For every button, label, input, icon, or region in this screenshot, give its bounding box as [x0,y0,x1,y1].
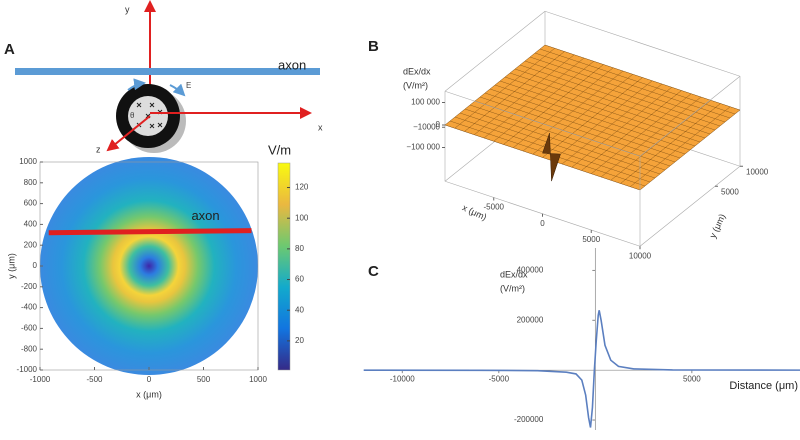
angle-label: θ [130,111,135,120]
box-edge [639,166,741,247]
heatmap-disk [40,157,258,375]
data-line [363,310,800,428]
y-axis-label: y (μm) [707,212,727,240]
y-tick-label: 1000 [19,157,37,166]
z-tick-label: 100 000 [411,98,440,107]
x-tick-label: 0 [147,375,152,384]
colorbar-tick-label: 40 [295,305,304,314]
y-tick-label: 200 [24,240,38,249]
surface-grid [499,80,696,147]
surface-grid [600,96,702,178]
y-tick-label: -200000 [514,415,544,424]
y-tick-label: -800 [21,344,38,353]
surface-grid [630,106,731,187]
surface-grid [504,76,701,143]
axon-line [48,228,252,236]
panel-label: C [368,263,379,280]
surface-grid [524,60,721,127]
x-tick-label: 5000 [683,374,701,383]
annotation: axon [191,208,219,223]
y-tick-label: 400 [24,220,38,229]
z-tick-label: −10000 [413,122,440,131]
x-tick-label: -10000 [390,374,415,383]
surface-grid [552,80,653,161]
y-tick-label: 0 [33,261,38,270]
axis-label: z [96,144,101,154]
x-axis-label: x (μm) [136,389,162,399]
surface-grid [610,100,711,181]
surface-grid [539,48,736,115]
surface-grid [571,87,672,168]
colorbar-label: V/m [268,142,291,157]
y-tick-label: -200 [21,282,38,291]
box-edge [444,11,546,92]
x-tick-label: -5000 [484,203,505,212]
y-axis-label: dEx/dx [500,269,528,279]
y-axis-label: (V/m²) [500,283,525,293]
panel-label: A [4,41,15,58]
z-axis-label: dEx/dx [403,66,431,76]
x-tick-label: 500 [197,375,211,384]
y-tick-label: 200000 [517,315,544,324]
x-tick-label: 0 [540,219,545,228]
surface-grid [581,90,682,171]
box-edge [544,10,741,77]
surface-grid [561,83,663,165]
x-tick-label: 1000 [249,375,267,384]
y-axis-label: y (μm) [6,253,16,279]
z-axis-label: (V/m²) [403,80,428,90]
surface-grid [591,93,692,174]
surface-grid [514,68,711,135]
y-tick-label: 400000 [517,266,544,275]
colorbar-tick-label: 60 [295,275,304,284]
surface-grid [509,72,706,139]
box-edge [639,76,741,157]
colorbar-tick-label: 80 [295,244,304,253]
x-tick-label: 5000 [582,235,600,244]
diagram: y x z axon E θ [15,0,323,154]
y-tick-label: 600 [24,199,38,208]
surface-spike [542,133,561,182]
x-axis-label: Distance (μm) [729,380,798,392]
axis-label: x [318,122,323,132]
field-label: E [186,81,191,90]
surface-grid [529,56,726,123]
panel-label: B [368,38,379,55]
axon-label: axon [278,57,306,72]
y-tick-label: 10000 [746,167,769,176]
axis-label: y [125,4,130,14]
box-edge [444,90,641,157]
z-tick-label: −100 000 [406,143,440,152]
colorbar-tick-label: 120 [295,183,309,192]
y-tick-label: -400 [21,303,38,312]
colorbar [277,162,291,371]
x-tick-label: -1000 [30,375,51,384]
z-tick-label: 0 [436,120,441,129]
y-tick-label: -1000 [17,365,38,374]
x-tick-label: -5000 [489,374,510,383]
y-tick-label: -600 [21,324,38,333]
colorbar-tick-label: 100 [295,213,309,222]
surface-grid [534,52,731,119]
surface-grid [519,64,716,131]
surface-grid [494,84,691,151]
x-tick-label: -500 [86,375,103,384]
surface-grid [620,103,721,184]
x-tick-label: 10000 [629,251,652,260]
y-tick-label: 800 [24,178,38,187]
colorbar-tick-label: 20 [295,336,304,345]
y-tick-label: 5000 [721,187,739,196]
